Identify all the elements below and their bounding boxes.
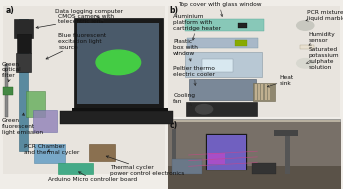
Text: b): b) bbox=[170, 6, 179, 15]
FancyBboxPatch shape bbox=[168, 6, 340, 117]
Bar bbox=[58, 163, 93, 174]
Circle shape bbox=[297, 21, 314, 30]
Bar bbox=[172, 129, 176, 174]
Bar bbox=[5, 64, 8, 117]
Text: Saturated
potassium
sulphate
solution: Saturated potassium sulphate solution bbox=[306, 47, 339, 70]
Bar bbox=[72, 108, 168, 113]
Bar bbox=[235, 40, 247, 46]
FancyBboxPatch shape bbox=[187, 38, 258, 48]
FancyBboxPatch shape bbox=[60, 111, 173, 124]
Text: Humidity
sensor: Humidity sensor bbox=[309, 32, 335, 45]
FancyBboxPatch shape bbox=[168, 119, 340, 189]
Text: Arduino Micro controller board: Arduino Micro controller board bbox=[48, 172, 137, 182]
Text: Green
fluorescent
light emission: Green fluorescent light emission bbox=[2, 113, 43, 135]
Text: PCR Chamber
and thermal cycler: PCR Chamber and thermal cycler bbox=[24, 144, 79, 155]
Bar bbox=[26, 91, 45, 117]
FancyBboxPatch shape bbox=[186, 102, 257, 116]
FancyBboxPatch shape bbox=[74, 18, 163, 111]
Bar bbox=[207, 135, 246, 170]
Text: Peltier thermo
electric cooler: Peltier thermo electric cooler bbox=[173, 66, 215, 85]
Bar bbox=[17, 34, 31, 53]
Bar bbox=[208, 153, 225, 164]
Text: Cooling
fan: Cooling fan bbox=[173, 93, 195, 106]
Bar bbox=[206, 134, 247, 170]
Circle shape bbox=[196, 105, 213, 114]
FancyBboxPatch shape bbox=[185, 52, 262, 77]
Bar bbox=[268, 84, 270, 100]
Text: CMOS camera with
telecentric lens: CMOS camera with telecentric lens bbox=[36, 13, 114, 29]
Text: Top cover with glass window: Top cover with glass window bbox=[178, 2, 261, 16]
Bar bbox=[19, 19, 28, 151]
FancyBboxPatch shape bbox=[185, 19, 264, 31]
Bar bbox=[255, 84, 257, 100]
Bar bbox=[3, 87, 13, 94]
Text: c): c) bbox=[170, 121, 178, 130]
Bar bbox=[33, 110, 57, 132]
FancyBboxPatch shape bbox=[189, 79, 256, 100]
Bar bbox=[285, 130, 290, 174]
Bar bbox=[16, 53, 31, 72]
Text: Aluminium
platform with
cartridge heater: Aluminium platform with cartridge heater bbox=[173, 14, 221, 40]
Bar bbox=[274, 130, 298, 136]
Bar bbox=[34, 144, 65, 163]
Bar bbox=[172, 159, 202, 174]
Text: Heat
sink: Heat sink bbox=[267, 75, 294, 87]
Text: PCR mixture
liquid marble: PCR mixture liquid marble bbox=[306, 10, 343, 21]
Bar bbox=[202, 59, 233, 72]
Bar bbox=[168, 166, 341, 189]
Circle shape bbox=[96, 50, 141, 75]
Bar bbox=[252, 163, 276, 174]
Text: Thermal cycler
power control electronics: Thermal cycler power control electronics bbox=[106, 156, 184, 176]
Bar bbox=[258, 84, 260, 100]
Text: Blue fluorescent
excitation light
source: Blue fluorescent excitation light source bbox=[46, 33, 106, 59]
Bar bbox=[238, 23, 247, 28]
Text: Data logging computer: Data logging computer bbox=[55, 9, 123, 21]
Text: Plastic
box with
window: Plastic box with window bbox=[173, 39, 198, 61]
Bar bbox=[14, 19, 33, 38]
Text: Green
optical
filter: Green optical filter bbox=[2, 62, 22, 82]
Bar bbox=[168, 122, 341, 189]
Bar bbox=[261, 84, 263, 100]
Bar bbox=[89, 144, 115, 161]
Bar bbox=[77, 23, 159, 104]
Circle shape bbox=[297, 59, 314, 68]
Text: a): a) bbox=[5, 6, 14, 15]
Bar bbox=[300, 45, 314, 49]
FancyBboxPatch shape bbox=[3, 6, 165, 174]
Bar bbox=[265, 84, 267, 100]
FancyBboxPatch shape bbox=[253, 83, 275, 101]
